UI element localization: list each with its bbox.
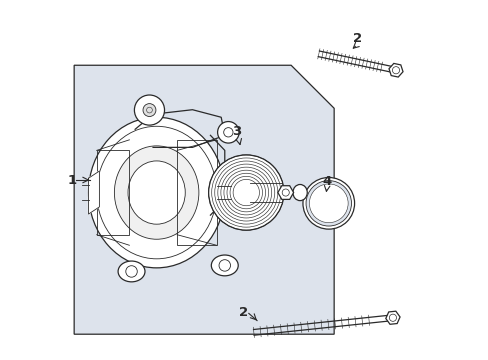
Ellipse shape [292,184,306,201]
Polygon shape [74,65,333,334]
Circle shape [309,184,347,223]
Ellipse shape [114,146,199,239]
Text: 1: 1 [67,174,76,186]
Polygon shape [385,311,399,324]
Text: 4: 4 [322,175,331,188]
Circle shape [134,95,164,125]
Circle shape [142,104,156,117]
Ellipse shape [208,155,284,230]
Ellipse shape [128,161,185,224]
Text: 2: 2 [238,306,247,319]
Ellipse shape [88,117,224,268]
Ellipse shape [118,261,144,282]
Polygon shape [388,63,402,77]
Polygon shape [88,171,99,214]
Circle shape [217,122,239,143]
Ellipse shape [211,255,238,276]
Circle shape [303,177,354,229]
Text: 3: 3 [231,125,241,138]
Text: 2: 2 [352,32,361,45]
Circle shape [305,181,351,226]
